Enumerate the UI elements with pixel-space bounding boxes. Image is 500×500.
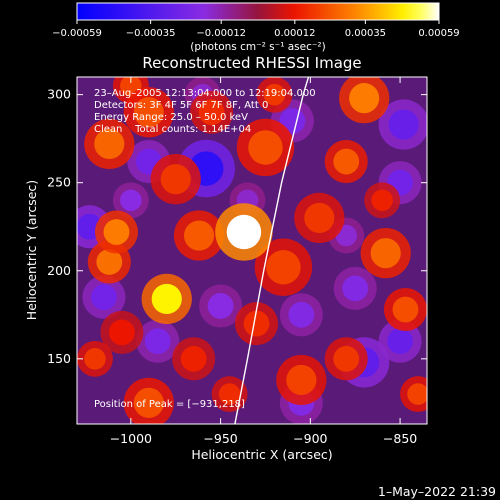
annotation-counts: Clean Total counts: 1.14E+04 [94,124,251,135]
heatmap-blob [96,249,123,275]
y-tick-label: 300 [47,87,71,102]
heatmap-blob [207,293,234,319]
heatmap-blob [407,383,427,405]
annotation-block: 23–Aug–2005 12:13:04.000 to 12:19:04.000… [94,88,316,135]
heatmap-blob [144,328,171,355]
heatmap-blob [94,128,125,160]
heatmap-blob [286,364,317,396]
heatmap-blob [84,348,106,370]
heatmap-blob [371,189,393,212]
heatmap-blob [370,238,401,269]
heatmap-blob [133,387,164,418]
heatmap-blob [103,219,130,245]
y-axis: 150 200 250 300 [47,87,427,366]
x-tick-label: −900 [293,431,327,446]
heatmap-blob [108,319,135,346]
heatmap-blob [349,83,380,114]
colorbar-tick-label: 0.00035 [345,28,386,39]
heatmap-blob [120,189,142,212]
y-axis-label: Heliocentric Y (arcsec) [24,180,39,320]
y-tick-label: 250 [47,175,71,190]
heatmap-blob [266,250,301,285]
x-tick-label: −950 [203,431,237,446]
heatmap-blob [263,83,286,106]
heatmap-blob [183,220,215,251]
heatmap-blob [304,202,335,233]
heatmap-blob [226,214,262,250]
heatmap-blob [387,328,414,355]
annotation-time: 23–Aug–2005 12:13:04.000 to 12:19:04.000 [94,88,316,99]
colorbar: −0.00059 −0.00035 −0.00012 0.00012 0.00035 0.… [52,2,460,53]
heatmap-blob [180,345,207,372]
colorbar-bar [76,2,440,21]
y-tick-label: 200 [47,263,71,278]
heatmap-blob [218,383,241,405]
colorbar-tick-label: −0.00059 [52,28,102,39]
heatmap-blob [91,284,117,311]
heatmap-blob [198,99,225,126]
colorbar-ticks: −0.00059 −0.00035 −0.00012 0.00012 0.00035 0.… [52,20,460,39]
colorbar-unit: (photons cm⁻² s⁻¹ asec⁻²) [190,41,325,53]
footer-timestamp: 1–May–2022 21:39 [378,484,496,499]
heatmap-image [77,77,427,424]
colorbar-tick-label: −0.00012 [196,28,246,39]
x-axis: −1000 −950 −900 −850 [110,77,417,446]
colorbar-tick-label: 0.00059 [418,28,459,39]
heatmap-blob [160,164,191,195]
plot-area: 23–Aug–2005 12:13:04.000 to 12:19:04.000… [76,76,428,425]
annotation-energy: Energy Range: 25.0 – 50.0 keV [94,112,248,123]
chart-title: Reconstructed RHESSI Image [142,54,361,72]
x-tick-label: −850 [383,431,417,446]
heatmap-blob [333,148,360,175]
heatmap-blob [248,130,283,165]
heatmap-blob [392,296,419,323]
x-axis-label: Heliocentric X (arcsec) [191,447,332,462]
annotation-detectors: Detectors: 3F 4F 5F 6F 7F 8F, Att 0 [94,100,268,111]
solar-limb-curve [234,77,310,424]
heatmap-blob [342,275,369,302]
colorbar-tick-label: −0.00035 [126,28,176,39]
heatmap-blob [333,345,360,372]
heatmap-blob [151,283,182,315]
plot-frame [76,76,428,425]
y-tick-label: 150 [47,351,71,366]
heatmap-blob [133,97,164,128]
heatmap-blob [288,301,315,328]
x-tick-label: −1000 [110,431,152,446]
peak-position-label: Position of Peak = [−931,218] [94,399,245,410]
colorbar-tick-label: 0.00012 [274,28,315,39]
heatmap-blob [243,310,270,337]
heatmap-blob [388,109,419,140]
